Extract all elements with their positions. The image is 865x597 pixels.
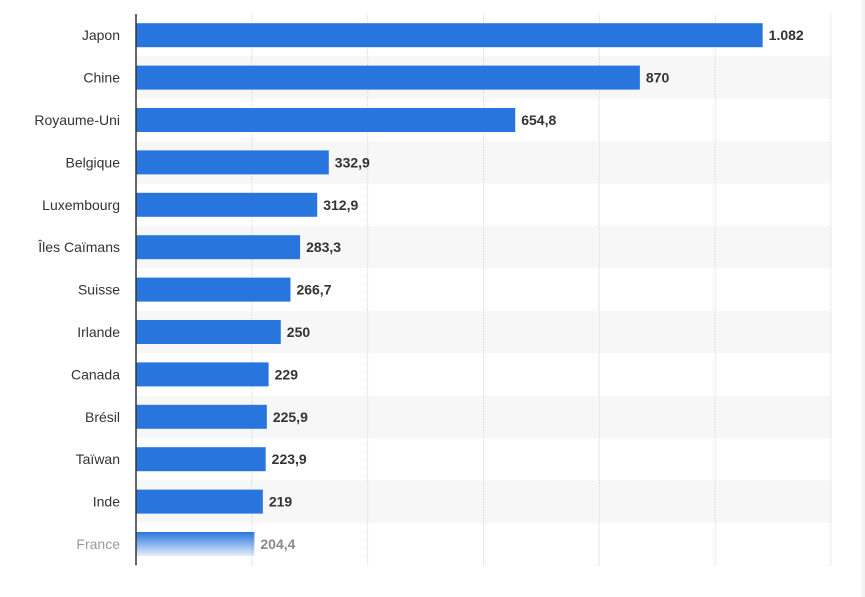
- panel-edge-shadow: [859, 0, 865, 597]
- bar[interactable]: [136, 108, 516, 132]
- value-labels: 1.082 870 654,8 332,9 312,9 283,3 266,7 250 229 2…: [260, 27, 804, 552]
- category-label: Japon: [82, 27, 120, 43]
- value-label: 219: [269, 494, 293, 510]
- category-label: Irlande: [77, 324, 120, 340]
- category-label: Brésil: [85, 409, 120, 425]
- value-label: 283,3: [306, 239, 341, 255]
- value-label: 250: [287, 324, 311, 340]
- bar[interactable]: [136, 447, 266, 472]
- category-label: Chine: [83, 70, 120, 86]
- bar[interactable]: [136, 150, 329, 175]
- value-label: 332,9: [335, 154, 370, 170]
- bar[interactable]: [136, 65, 640, 90]
- bar[interactable]: [136, 362, 269, 387]
- value-label: 204,4: [260, 536, 295, 552]
- category-label: France: [76, 536, 120, 552]
- bar[interactable]: [136, 192, 318, 217]
- value-label: 266,7: [296, 282, 331, 298]
- category-label: Suisse: [78, 282, 120, 298]
- bars: [136, 23, 763, 556]
- category-labels: Japon Chine Royaume-Uni Belgique Luxembourg Î…: [34, 27, 120, 552]
- bar[interactable]: [136, 277, 291, 302]
- value-label: 1.082: [769, 27, 804, 43]
- category-label: Luxembourg: [42, 197, 120, 213]
- bar[interactable]: [136, 489, 263, 514]
- category-label: Canada: [71, 366, 120, 382]
- bar[interactable]: [136, 23, 763, 48]
- category-label: Belgique: [66, 154, 121, 170]
- category-label: Îles Caïmans: [37, 239, 120, 255]
- value-label: 654,8: [521, 112, 556, 128]
- value-label: 225,9: [273, 409, 308, 425]
- value-label: 229: [275, 366, 299, 382]
- bar[interactable]: [136, 404, 267, 429]
- value-label: 312,9: [323, 197, 358, 213]
- category-label: Royaume-Uni: [34, 112, 120, 128]
- category-label: Inde: [93, 494, 120, 510]
- bar[interactable]: [136, 532, 255, 556]
- value-label: 223,9: [272, 451, 307, 467]
- category-label: Taïwan: [76, 451, 120, 467]
- bar[interactable]: [136, 235, 301, 260]
- value-label: 870: [646, 70, 670, 86]
- bar[interactable]: [136, 320, 281, 344]
